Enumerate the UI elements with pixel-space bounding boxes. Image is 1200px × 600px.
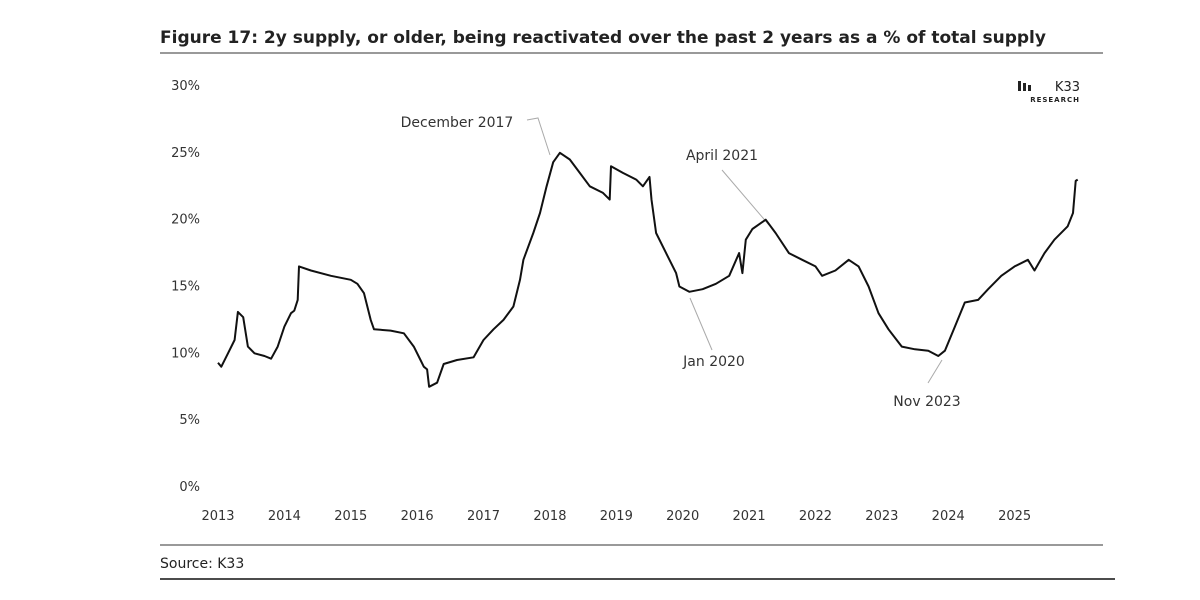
x-tick-label: 2015 [334, 509, 367, 524]
logo-icon [1018, 81, 1021, 91]
logo-sub: RESEARCH [1030, 96, 1080, 104]
leader-line [927, 359, 943, 384]
x-tick-label: 2018 [533, 509, 566, 524]
y-tick-label: 15% [171, 280, 200, 295]
x-tick-label: 2013 [201, 509, 234, 524]
y-tick-label: 0% [179, 480, 200, 495]
logo-icon [1028, 85, 1031, 91]
leader-line [721, 169, 770, 226]
line-series [217, 151, 1079, 388]
annotation: Jan 2020 [682, 354, 745, 370]
logo-icon [1023, 83, 1026, 91]
annotation: Nov 2023 [893, 394, 960, 410]
x-tick-label: 2021 [733, 509, 766, 524]
logo-name: K33 [1055, 80, 1080, 95]
y-tick-label: 25% [171, 146, 200, 161]
leader-line [526, 117, 551, 156]
x-tick-label: 2020 [666, 509, 699, 524]
x-tick-label: 2016 [401, 509, 434, 524]
y-tick-label: 10% [171, 346, 200, 361]
y-tick-label: 5% [179, 413, 200, 428]
x-tick-label: 2017 [467, 509, 500, 524]
y-tick-label: 20% [171, 213, 200, 228]
leader-line [689, 297, 713, 351]
annotation: December 2017 [401, 115, 514, 131]
x-tick-label: 2022 [799, 509, 832, 524]
annotation: April 2021 [686, 148, 758, 164]
y-tick-label: 30% [171, 79, 200, 94]
source: Source: K33 [160, 556, 244, 572]
x-tick-label: 2014 [268, 509, 301, 524]
chart-title: Figure 17: 2y supply, or older, being re… [160, 28, 1046, 48]
x-tick-label: 2023 [865, 509, 898, 524]
x-tick-label: 2025 [998, 509, 1031, 524]
x-tick-label: 2019 [600, 509, 633, 524]
logo: K33 RESEARCH [1018, 80, 1080, 104]
x-tick-label: 2024 [932, 509, 965, 524]
